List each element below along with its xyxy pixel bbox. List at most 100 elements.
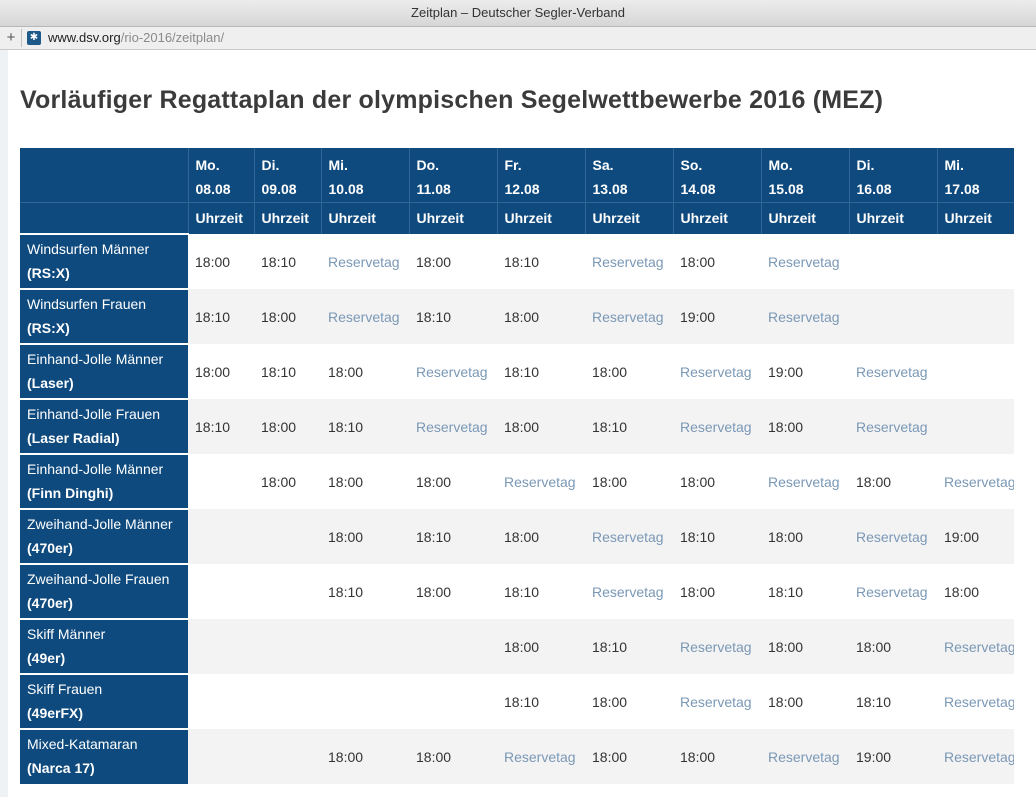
day-name: Mi.	[944, 157, 964, 173]
reserve-day-cell: Reservetag	[673, 674, 761, 729]
unit-header-row: Uhrzeit Uhrzeit Uhrzeit Uhrzeit Uhrzeit Uhrze…	[20, 201, 1023, 234]
reserve-day-cell: Reservetag	[937, 454, 1022, 509]
day-header: Mo. 08.08	[188, 148, 255, 202]
race-time-cell: 18:10	[497, 234, 585, 289]
race-time-cell: 18:00	[849, 454, 937, 509]
day-header: So. 14.08	[673, 148, 762, 202]
day-date: 17.08	[944, 181, 980, 197]
reserve-day-cell: Reservetag	[321, 234, 409, 289]
empty-cell	[254, 564, 321, 619]
corner-cell	[20, 148, 189, 202]
race-time-cell: 18:10	[585, 399, 673, 454]
url-path: /rio-2016/zeitplan/	[120, 30, 225, 45]
race-time-cell: 18:10	[585, 619, 673, 674]
day-header: Di. 16.08	[849, 148, 938, 202]
url-text[interactable]: www.dsv.org/rio-2016/zeitplan/	[48, 27, 224, 49]
race-time-cell: 18:10	[409, 509, 497, 564]
race-time-cell: 18:00	[585, 344, 673, 399]
day-header: Mi. 10.08	[321, 148, 410, 202]
event-label: Einhand-Jolle Männer (Laser)	[20, 343, 188, 399]
empty-cell	[937, 289, 1022, 344]
reserve-day-cell: Reservetag	[673, 344, 761, 399]
event-label: Zweihand-Jolle Männer (470er)	[20, 508, 188, 564]
empty-cell	[937, 234, 1022, 289]
event-label: Einhand-Jolle Frauen (Laser Radial)	[20, 398, 188, 454]
reserve-day-cell: Reservetag	[585, 564, 673, 619]
reserve-day-cell: Reservetag	[497, 454, 585, 509]
event-label: Zweihand-Jolle Frauen (470er)	[20, 563, 188, 619]
day-header: Do. 11.08	[409, 148, 498, 202]
empty-cell	[254, 509, 321, 564]
race-time-cell: 19:00	[761, 344, 849, 399]
race-time-cell: 18:00	[585, 674, 673, 729]
boat-class: (49erFX)	[27, 705, 84, 721]
empty-cell	[188, 454, 254, 509]
race-time-cell: 18:00	[673, 454, 761, 509]
event-name: Windsurfen Frauen	[27, 296, 147, 312]
day-date: 13.08	[592, 181, 628, 197]
boat-class: (Laser)	[27, 375, 74, 391]
schedule-body: Windsurfen Männer (RS:X) 18:00 18:10 Reserve…	[20, 233, 1022, 784]
empty-cell	[849, 234, 937, 289]
reserve-day-cell: Reservetag	[937, 619, 1022, 674]
race-time-cell: 18:10	[188, 399, 254, 454]
add-tab-icon[interactable]: +	[6, 29, 16, 46]
race-time-cell: 18:00	[761, 399, 849, 454]
race-time-cell: 18:00	[188, 234, 254, 289]
race-time-cell: 19:00	[849, 729, 937, 784]
boat-class: (470er)	[27, 540, 73, 556]
race-time-cell: 18:10	[254, 234, 321, 289]
boat-class: (Finn Dinghi)	[27, 485, 114, 501]
event-name: Einhand-Jolle Frauen	[27, 406, 161, 422]
day-date: 14.08	[680, 181, 716, 197]
race-time-cell: 18:00	[585, 729, 673, 784]
reserve-day-cell: Reservetag	[585, 289, 673, 344]
reserve-day-cell: Reservetag	[849, 399, 937, 454]
day-name: Mo.	[768, 157, 793, 173]
table-row: Mixed-Katamaran (Narca 17) 18:00 18:00 Reser…	[20, 728, 1022, 784]
boat-class: (470er)	[27, 595, 73, 611]
table-row: Zweihand-Jolle Frauen (470er) 18:10 18:00 18…	[20, 563, 1022, 619]
reserve-day-cell: Reservetag	[849, 344, 937, 399]
address-bar[interactable]: + ✱ www.dsv.org/rio-2016/zeitplan/	[0, 27, 1036, 50]
empty-cell	[254, 619, 321, 674]
empty-cell	[937, 399, 1022, 454]
time-unit-header: Uhrzeit	[849, 201, 938, 234]
event-name: Einhand-Jolle Männer	[27, 351, 164, 367]
race-time-cell: 18:00	[761, 674, 849, 729]
race-time-cell: 18:00	[497, 619, 585, 674]
empty-cell	[409, 619, 497, 674]
race-time-cell: 18:00	[849, 619, 937, 674]
schedule-table: Mo. 08.08 Di. 09.08 Mi. 10.08 Do. 11.08 Fr. 12.08…	[20, 148, 1023, 784]
event-name: Mixed-Katamaran	[27, 736, 138, 752]
page-title: Vorläufiger Regattaplan der olympischen …	[20, 86, 884, 114]
race-time-cell: 18:10	[849, 674, 937, 729]
table-row: Einhand-Jolle Männer (Laser) 18:00 18:10 18:…	[20, 343, 1022, 399]
event-name: Skiff Frauen	[27, 681, 103, 697]
race-time-cell: 18:00	[937, 564, 1022, 619]
event-name: Zweihand-Jolle Frauen	[27, 571, 170, 587]
window-title-bar: Zeitplan – Deutscher Segler-Verband	[0, 0, 1036, 27]
boat-class: (Narca 17)	[27, 760, 95, 776]
empty-cell	[321, 619, 409, 674]
day-name: So.	[680, 157, 703, 173]
empty-cell	[188, 674, 254, 729]
day-date: 09.08	[261, 181, 297, 197]
race-time-cell: 18:00	[188, 344, 254, 399]
day-date: 08.08	[195, 181, 231, 197]
empty-cell	[188, 564, 254, 619]
race-time-cell: 18:00	[585, 454, 673, 509]
boat-class: (RS:X)	[27, 320, 70, 336]
race-time-cell: 18:10	[497, 564, 585, 619]
day-name: Mi.	[328, 157, 348, 173]
reserve-day-cell: Reservetag	[585, 509, 673, 564]
reserve-day-cell: Reservetag	[761, 729, 849, 784]
day-date: 16.08	[856, 181, 892, 197]
race-time-cell: 18:10	[321, 564, 409, 619]
reserve-day-cell: Reservetag	[849, 564, 937, 619]
race-time-cell: 18:00	[321, 509, 409, 564]
reserve-day-cell: Reservetag	[849, 509, 937, 564]
race-time-cell: 19:00	[673, 289, 761, 344]
event-label: Skiff Männer (49er)	[20, 618, 188, 674]
race-time-cell: 18:00	[321, 729, 409, 784]
